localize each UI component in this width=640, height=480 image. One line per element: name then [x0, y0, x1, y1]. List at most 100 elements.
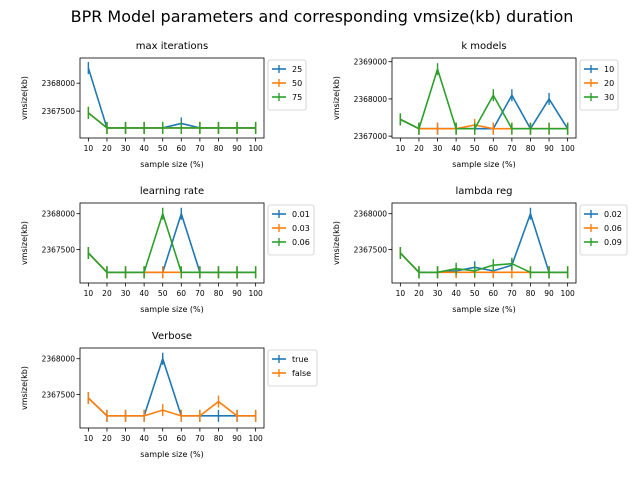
y-axis-label: vmsize(kb) — [20, 366, 29, 410]
x-tick-label: 80 — [214, 144, 224, 153]
chart-title: learning rate — [140, 186, 204, 197]
legend: 0.02 0.06 0.09 — [579, 204, 628, 256]
x-tick-label: 60 — [489, 144, 499, 153]
x-tick-label: 50 — [158, 144, 168, 153]
x-tick-label: 40 — [139, 434, 149, 443]
x-tick-label: 10 — [396, 289, 406, 298]
x-tick-label: 100 — [248, 434, 263, 443]
series-line-75 — [87, 112, 256, 129]
x-tick-label: 100 — [248, 144, 263, 153]
x-tick-label: 50 — [158, 289, 168, 298]
legend-label: 0.03 — [292, 224, 310, 233]
legend-label: 0.01 — [292, 210, 310, 219]
x-tick-label: 100 — [560, 289, 575, 298]
legend-label: 30 — [604, 93, 614, 102]
y-tick-label: 2368000 — [354, 95, 388, 104]
x-tick-label: 90 — [232, 144, 242, 153]
y-tick-label: 2368000 — [354, 210, 388, 219]
x-tick-label: 100 — [248, 289, 263, 298]
chart-title: max iterations — [136, 41, 208, 52]
x-tick-label: 70 — [507, 289, 517, 298]
figure-title: BPR Model parameters and corresponding v… — [71, 7, 574, 26]
x-tick-label: 10 — [396, 144, 406, 153]
x-tick-label: 90 — [232, 434, 242, 443]
x-tick-label: 40 — [451, 144, 461, 153]
x-tick-label: 40 — [451, 289, 461, 298]
x-tick-label: 70 — [507, 144, 517, 153]
x-tick-label: 50 — [470, 144, 480, 153]
chart-title: Verbose — [152, 331, 192, 342]
legend-label: true — [292, 355, 308, 364]
series-line-0.09 — [399, 252, 568, 274]
y-tick-label: 2369000 — [354, 58, 388, 67]
x-tick-label: 90 — [232, 289, 242, 298]
x-tick-label: 20 — [102, 434, 112, 443]
plot-frame — [391, 57, 577, 139]
y-tick-label: 2368000 — [42, 210, 76, 219]
series-line-false — [87, 397, 256, 417]
x-tick-label: 80 — [526, 144, 536, 153]
x-tick-label: 90 — [544, 144, 554, 153]
legend-label: 0.02 — [604, 210, 622, 219]
x-tick-label: 10 — [84, 144, 94, 153]
y-axis-label: vmsize(kb) — [20, 76, 29, 120]
legend-label: 75 — [292, 93, 302, 102]
x-axis-label: sample size (%) — [452, 305, 516, 314]
x-tick-label: 60 — [177, 434, 187, 443]
x-tick-label: 20 — [414, 289, 424, 298]
x-tick-label: 30 — [121, 144, 131, 153]
x-tick-label: 70 — [195, 289, 205, 298]
legend-label: 20 — [604, 79, 614, 88]
x-tick-label: 30 — [121, 434, 131, 443]
legend: true false — [267, 349, 318, 387]
x-tick-label: 60 — [177, 289, 187, 298]
x-tick-label: 60 — [177, 144, 187, 153]
x-tick-label: 20 — [414, 144, 424, 153]
legend-label: 10 — [604, 65, 614, 74]
x-tick-label: 100 — [560, 144, 575, 153]
legend: 0.01 0.03 0.06 — [267, 204, 315, 256]
x-tick-label: 80 — [526, 289, 536, 298]
x-tick-label: 50 — [470, 289, 480, 298]
legend-label: 25 — [292, 65, 302, 74]
x-axis-label: sample size (%) — [140, 305, 204, 314]
x-tick-label: 40 — [139, 144, 149, 153]
x-tick-label: 30 — [121, 289, 131, 298]
x-tick-label: 40 — [139, 289, 149, 298]
plot-frame — [79, 347, 265, 429]
x-tick-label: 70 — [195, 144, 205, 153]
legend: 10 20 30 — [579, 59, 619, 111]
legend-label: 0.06 — [292, 238, 310, 247]
chart-title: lambda reg — [455, 186, 512, 197]
y-tick-label: 2367500 — [42, 390, 76, 399]
x-tick-label: 30 — [433, 144, 443, 153]
chart-panel-1: max iterations 10 20 30 40 50 60 70 80 90 100 23675… — [20, 41, 307, 169]
x-axis-label: sample size (%) — [452, 160, 516, 169]
x-tick-label: 70 — [195, 434, 205, 443]
chart-title: k models — [461, 41, 506, 52]
legend-label: false — [292, 369, 311, 378]
y-tick-label: 2367500 — [42, 245, 76, 254]
y-tick-label: 2367500 — [42, 107, 76, 116]
y-tick-label: 2367000 — [354, 132, 388, 141]
x-tick-label: 20 — [102, 289, 112, 298]
series-line-30 — [400, 68, 568, 130]
y-tick-label: 2367500 — [354, 245, 388, 254]
x-tick-label: 90 — [544, 289, 554, 298]
x-tick-label: 80 — [214, 434, 224, 443]
legend-label: 0.09 — [604, 238, 622, 247]
x-tick-label: 60 — [489, 289, 499, 298]
y-axis-label: vmsize(kb) — [332, 221, 341, 265]
plot-frame — [391, 202, 577, 284]
y-axis-label: vmsize(kb) — [20, 221, 29, 265]
series-line-0.06 — [87, 212, 256, 274]
chart-panel-5: Verbose 10 20 30 40 50 60 70 80 90 100 2367500 23680… — [20, 331, 318, 459]
x-axis-label: sample size (%) — [140, 160, 204, 169]
chart-panel-2: k models 10 20 30 40 50 60 70 80 90 100 2367000 2368… — [332, 41, 619, 169]
x-tick-label: 80 — [214, 289, 224, 298]
y-tick-label: 2368000 — [42, 79, 76, 88]
x-tick-label: 30 — [433, 289, 443, 298]
x-tick-label: 20 — [102, 144, 112, 153]
x-axis-label: sample size (%) — [140, 450, 204, 459]
